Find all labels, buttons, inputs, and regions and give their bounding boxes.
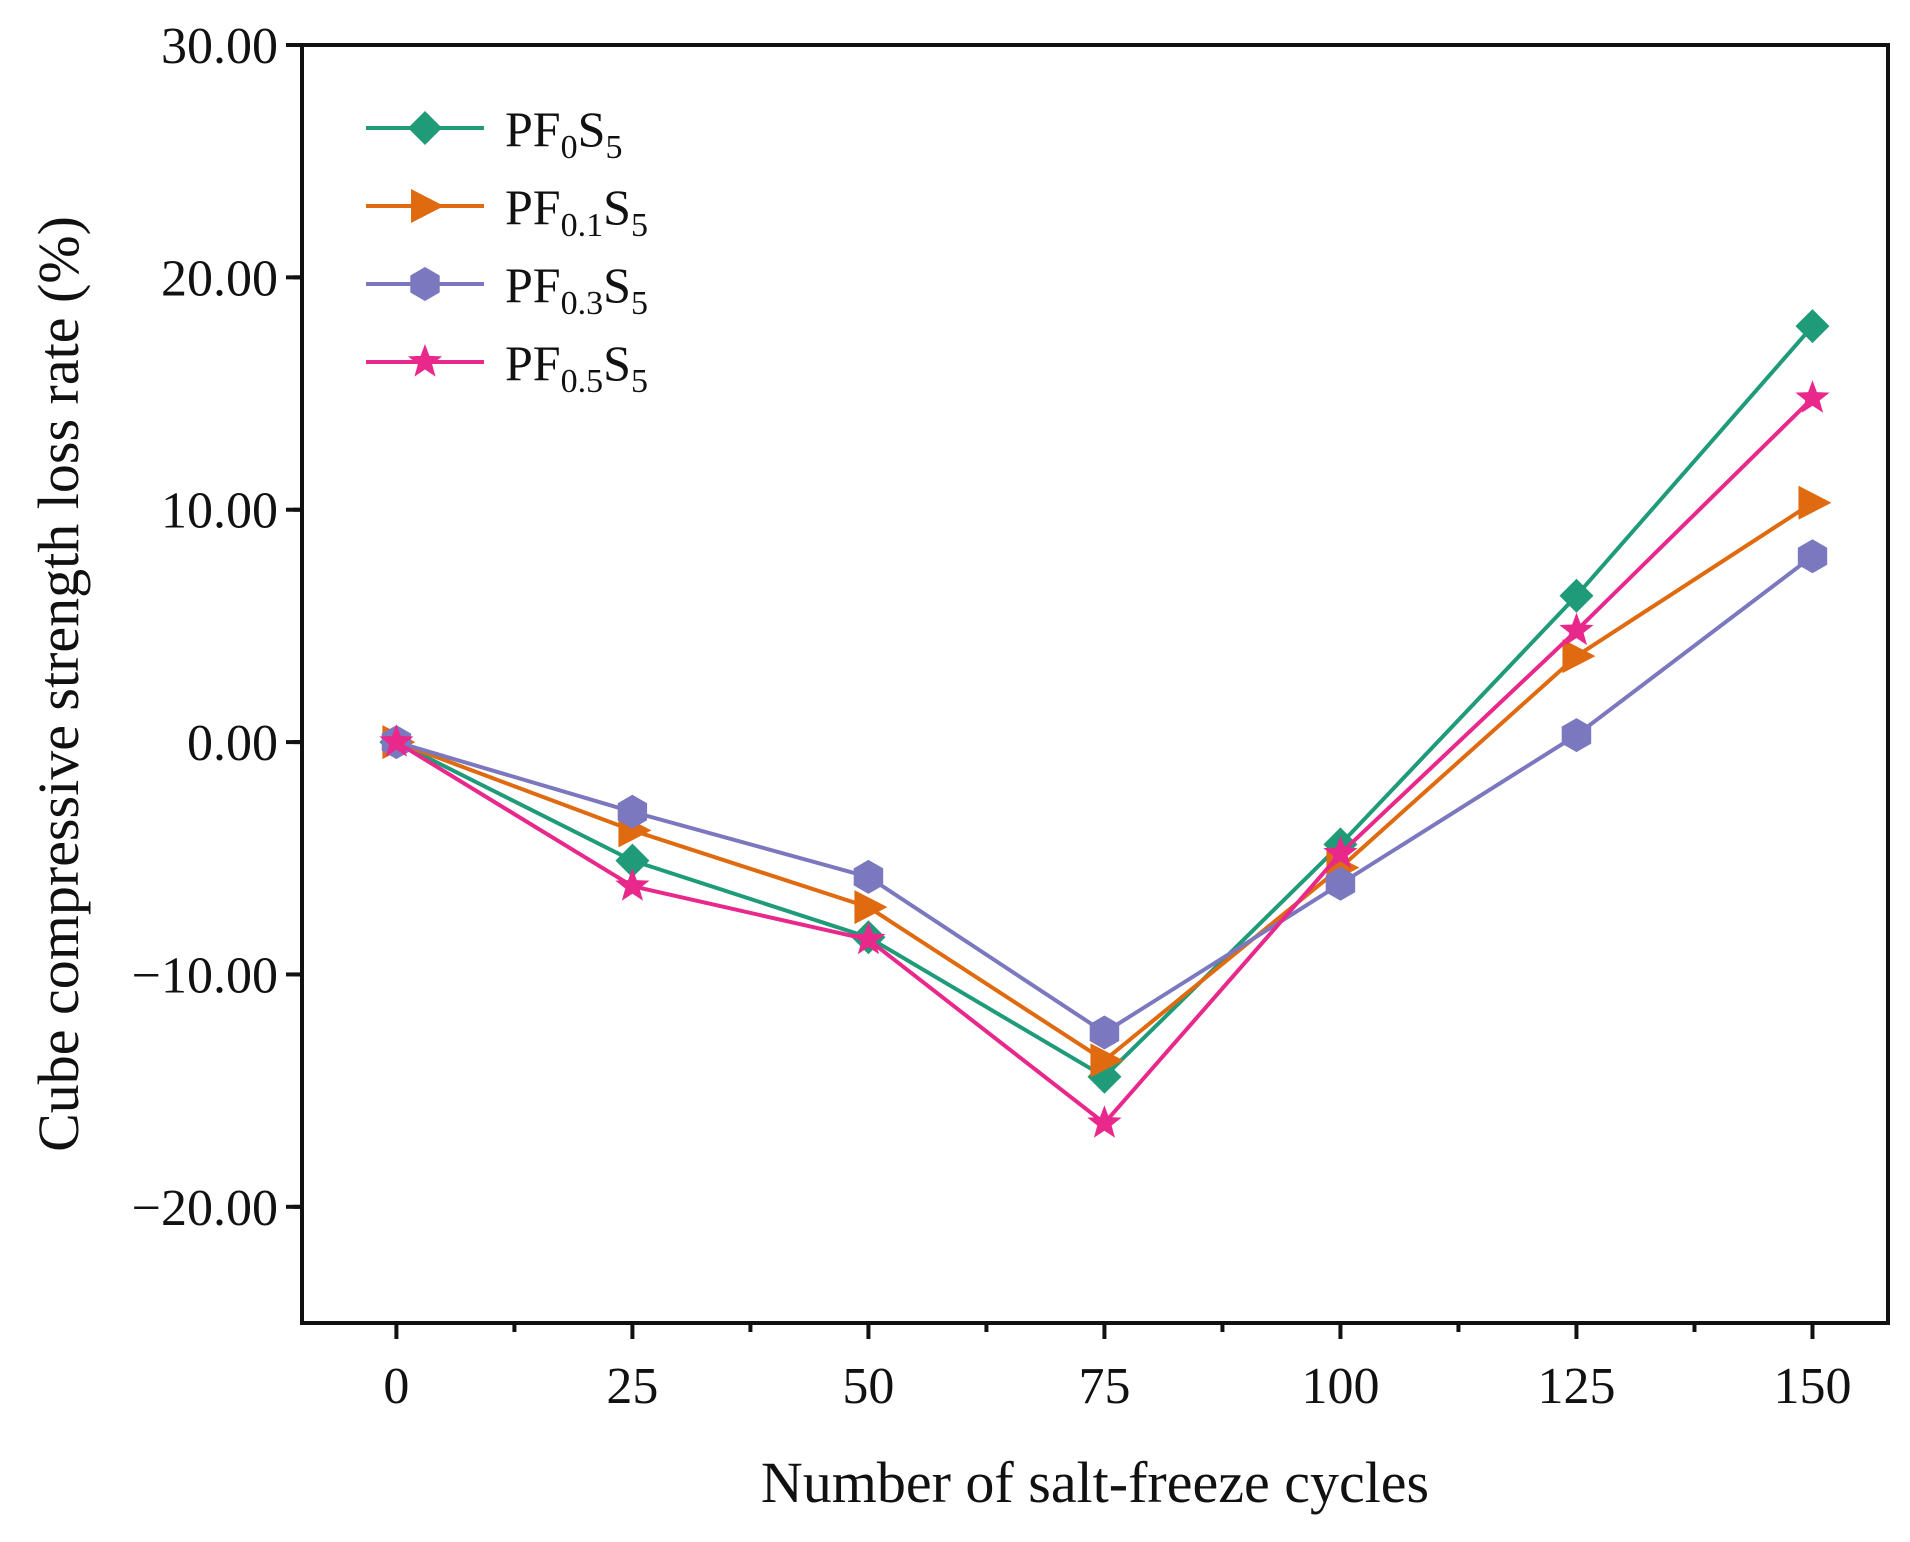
legend-marker-2 (410, 267, 440, 301)
y-tick-label-4: −10.00 (132, 947, 278, 1004)
x-tick-label-0: 0 (383, 1358, 409, 1415)
series-1 (382, 485, 1832, 1078)
x-tick-label-3: 75 (1078, 1358, 1130, 1415)
series-0 (379, 309, 1830, 1094)
data-point-s2-4 (1325, 866, 1356, 901)
data-point-s1-5 (1562, 639, 1596, 674)
legend: PF0S5 PF0.1S5 PF0.3S5 PF0.5S5 (366, 101, 648, 400)
plot-frame (300, 43, 1890, 1325)
data-point-s3-5 (1559, 612, 1594, 646)
y-tick-label-2: 10.00 (161, 483, 278, 540)
legend-label-0: PF0S5 (505, 101, 622, 166)
x-tick-label-6: 150 (1773, 1358, 1851, 1415)
series-line-0 (395, 324, 1815, 1079)
legend-marker-0 (408, 111, 442, 145)
legend-label-3: PF0.5S5 (505, 335, 648, 400)
y-tick-label-3: 0.00 (187, 715, 278, 772)
data-point-s0-6 (1795, 309, 1830, 344)
data-point-s3-3 (1087, 1105, 1122, 1138)
x-axis-title: Number of salt-freeze cycles (761, 1450, 1429, 1515)
y-tick-label-1: 20.00 (161, 250, 278, 307)
data-point-s2-3 (1089, 1015, 1120, 1050)
series-line-2 (395, 554, 1814, 1035)
axis-ticks: 30.00 20.00 10.00 0.00 −10.00 −20.00 0 25 50 75 10… (132, 18, 1852, 1415)
data-point-s3-2 (851, 921, 886, 955)
data-point-s2-2 (853, 859, 884, 894)
x-tick-label-5: 125 (1537, 1358, 1615, 1415)
x-tick-label-1: 25 (606, 1358, 658, 1415)
data-point-s2-1 (617, 794, 648, 829)
legend-marker-1 (411, 189, 444, 223)
y-axis-title: Cube compressive strength loss rate (%) (26, 216, 91, 1152)
legend-label-2: PF0.3S5 (505, 257, 648, 322)
series-line-3 (395, 396, 1814, 1126)
data-point-s1-3 (1090, 1043, 1124, 1078)
y-tick-label-5: −20.00 (132, 1180, 278, 1237)
data-point-s3-0 (379, 724, 414, 757)
legend-label-1: PF0.1S5 (505, 179, 648, 244)
series-3 (379, 380, 1830, 1138)
series-line-1 (395, 501, 1814, 1063)
data-point-s1-6 (1798, 485, 1832, 520)
x-tick-label-4: 100 (1301, 1358, 1379, 1415)
series-2 (381, 539, 1828, 1050)
y-tick-label-0: 30.00 (161, 18, 278, 75)
data-point-s2-6 (1797, 539, 1828, 574)
x-tick-label-2: 50 (842, 1358, 894, 1415)
data-point-s1-2 (854, 890, 888, 925)
data-point-s2-5 (1561, 718, 1592, 753)
data-point-s3-1 (615, 868, 650, 901)
data-point-s0-5 (1559, 578, 1594, 613)
data-point-s3-6 (1795, 380, 1830, 413)
series-group (379, 309, 1832, 1138)
data-point-s3-4 (1323, 835, 1358, 869)
legend-marker-3 (407, 344, 443, 377)
data-point-s0-1 (615, 843, 650, 878)
